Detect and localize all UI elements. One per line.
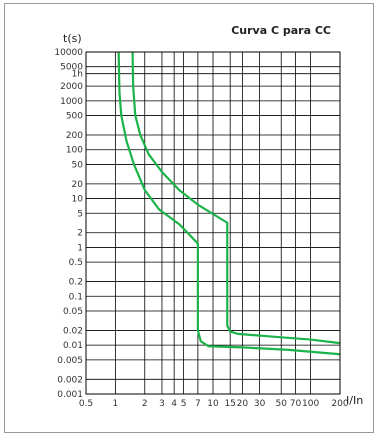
x-tick-labels: 0.5 1 2 3 4 5 7 10 15 20 30 50 70 100 200	[79, 399, 349, 409]
x-tick-label: 7	[195, 399, 201, 409]
y-tick-label: 5	[77, 209, 83, 219]
y-tick-label: 2	[77, 229, 83, 239]
y-tick-label: 0.1	[69, 292, 83, 302]
chart-title: Curva C para CC	[231, 24, 331, 37]
curves	[117, 51, 341, 356]
y-tick-label: 0.2	[69, 278, 83, 288]
x-tick-label: 2	[142, 399, 148, 409]
x-tick-label: 10	[207, 399, 219, 409]
x-tick-label: 100	[302, 399, 319, 409]
chart-svg: 1000050001h200010005002001005020105210.5…	[54, 24, 363, 409]
y-tick-label: 200	[66, 131, 83, 141]
y-tick-label: 0.002	[57, 375, 83, 385]
x-tick-label: 50	[276, 399, 288, 409]
y-tick-label: 1h	[72, 70, 83, 80]
x-tick-label: 20	[237, 399, 249, 409]
y-tick-label: 100	[66, 146, 83, 156]
y-tick-label: 10000	[54, 48, 83, 58]
y-tick-label: 0.5	[69, 258, 83, 268]
y-tick-label: 0.001	[57, 390, 83, 400]
chart-frame: 10000 5000 1h 2000 1000 500 200 100 50 20 10 5 2 1 0.5…	[4, 3, 374, 433]
y-tick-label: 50	[72, 160, 84, 170]
x-tick-label: 30	[254, 399, 266, 409]
y-tick-label: 20	[72, 180, 84, 190]
x-tick-label: 5	[181, 399, 187, 409]
y-axis-label: t(s)	[63, 32, 82, 45]
x-tick-label: 1	[113, 399, 119, 409]
y-tick-label: 0.02	[63, 326, 83, 336]
x-axis-label: I/In	[346, 394, 363, 407]
x-tick-label: 0.5	[79, 399, 93, 409]
y-tick-label: 0.05	[63, 307, 83, 317]
curve-line-1	[117, 51, 341, 356]
y-tick-label: 2000	[60, 82, 83, 92]
x-tick-label: 3	[159, 399, 165, 409]
y-tick-label: 5000	[60, 63, 83, 73]
x-tick-label: 70	[290, 399, 302, 409]
x-tick-label: 15	[224, 399, 235, 409]
y-tick-label: 0.005	[57, 356, 83, 366]
y-tick-label: 500	[66, 112, 83, 122]
plot-border	[85, 51, 341, 395]
x-tick-label: 4	[171, 399, 177, 409]
y-tick-label: 0.01	[63, 341, 83, 351]
curve-line-2	[131, 51, 341, 345]
y-tick-label: 1	[77, 243, 83, 253]
y-tick-label: 1000	[60, 97, 83, 107]
x-tick-label: 200	[331, 399, 348, 409]
y-tick-label: 10	[72, 195, 84, 205]
